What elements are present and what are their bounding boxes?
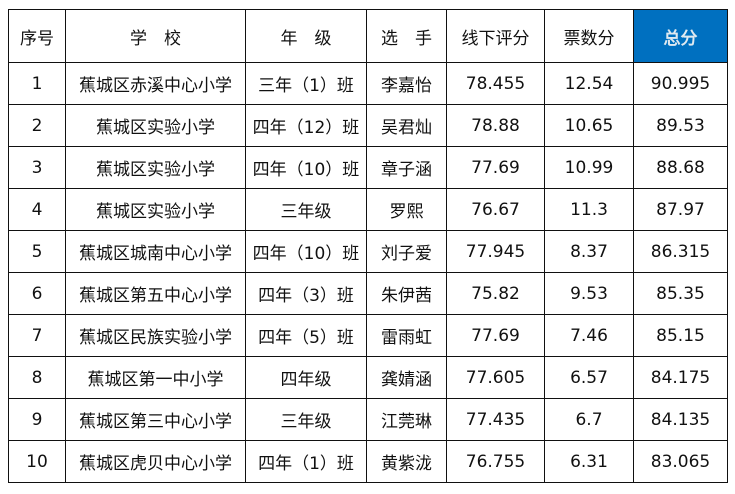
cell-offline-score: 77.945 <box>446 230 545 273</box>
cell-total-score: 85.15 <box>633 314 728 357</box>
cell-total-score: 87.97 <box>633 188 728 231</box>
cell-rank: 10 <box>8 440 66 483</box>
cell-rank: 7 <box>8 314 66 357</box>
table-row: 3 蕉城区实验小学 四年（10）班 章子涵 77.69 10.99 88.68 <box>8 146 728 189</box>
header-contestant: 选 手 <box>366 9 447 63</box>
cell-rank: 6 <box>8 272 66 315</box>
cell-vote-score: 9.53 <box>544 272 634 315</box>
header-grade: 年 级 <box>245 9 367 63</box>
cell-offline-score: 78.88 <box>446 104 545 147</box>
cell-contestant: 江莞琳 <box>366 398 447 441</box>
cell-total-score: 84.135 <box>633 398 728 441</box>
cell-school: 蕉城区第三中心小学 <box>65 398 246 441</box>
cell-grade: 四年（1）班 <box>245 440 367 483</box>
cell-contestant: 罗熙 <box>366 188 447 231</box>
cell-offline-score: 77.605 <box>446 356 545 399</box>
cell-grade: 三年（1）班 <box>245 62 367 105</box>
cell-offline-score: 77.69 <box>446 314 545 357</box>
cell-offline-score: 77.69 <box>446 146 545 189</box>
cell-grade: 三年级 <box>245 188 367 231</box>
cell-contestant: 刘子爱 <box>366 230 447 273</box>
cell-vote-score: 10.65 <box>544 104 634 147</box>
table-row: 1 蕉城区赤溪中心小学 三年（1）班 李嘉怡 78.455 12.54 90.995 <box>8 62 728 105</box>
cell-offline-score: 75.82 <box>446 272 545 315</box>
cell-total-score: 86.315 <box>633 230 728 273</box>
cell-contestant: 龚婧涵 <box>366 356 447 399</box>
cell-school: 蕉城区城南中心小学 <box>65 230 246 273</box>
cell-grade: 四年（12）班 <box>245 104 367 147</box>
cell-contestant: 李嘉怡 <box>366 62 447 105</box>
cell-contestant: 吴君灿 <box>366 104 447 147</box>
cell-rank: 9 <box>8 398 66 441</box>
cell-total-score: 83.065 <box>633 440 728 483</box>
cell-total-score: 89.53 <box>633 104 728 147</box>
cell-rank: 8 <box>8 356 66 399</box>
cell-vote-score: 7.46 <box>544 314 634 357</box>
cell-grade: 四年级 <box>245 356 367 399</box>
table-row: 2 蕉城区实验小学 四年（12）班 吴君灿 78.88 10.65 89.53 <box>8 104 728 147</box>
header-total-score: 总分 <box>633 9 728 63</box>
cell-rank: 2 <box>8 104 66 147</box>
cell-vote-score: 6.31 <box>544 440 634 483</box>
cell-school: 蕉城区实验小学 <box>65 146 246 189</box>
cell-grade: 四年（10）班 <box>245 230 367 273</box>
table-row: 7 蕉城区民族实验小学 四年（5）班 雷雨虹 77.69 7.46 85.15 <box>8 314 728 357</box>
cell-contestant: 雷雨虹 <box>366 314 447 357</box>
table-row: 10 蕉城区虎贝中心小学 四年（1）班 黄紫泷 76.755 6.31 83.065 <box>8 440 728 483</box>
table-row: 5 蕉城区城南中心小学 四年（10）班 刘子爱 77.945 8.37 86.315 <box>8 230 728 273</box>
table-row: 4 蕉城区实验小学 三年级 罗熙 76.67 11.3 87.97 <box>8 188 728 231</box>
cell-school: 蕉城区第一中小学 <box>65 356 246 399</box>
cell-total-score: 85.35 <box>633 272 728 315</box>
cell-total-score: 90.995 <box>633 62 728 105</box>
cell-school: 蕉城区第五中心小学 <box>65 272 246 315</box>
header-vote-score: 票数分 <box>544 9 634 63</box>
cell-rank: 1 <box>8 62 66 105</box>
table-row: 8 蕉城区第一中小学 四年级 龚婧涵 77.605 6.57 84.175 <box>8 356 728 399</box>
cell-vote-score: 10.99 <box>544 146 634 189</box>
header-row: 序号学 校年 级选 手线下评分 票数分 总分 <box>8 9 728 63</box>
cell-rank: 4 <box>8 188 66 231</box>
results-table: 序号学 校年 级选 手线下评分 票数分 总分 1 蕉城区赤溪中心小学 三年（1）班 李嘉怡… <box>8 9 728 483</box>
cell-grade: 四年（10）班 <box>245 146 367 189</box>
cell-rank: 3 <box>8 146 66 189</box>
table-row: 9 蕉城区第三中心小学 三年级 江莞琳 77.435 6.7 84.135 <box>8 398 728 441</box>
header-offline-score: 线下评分 <box>446 9 545 63</box>
cell-offline-score: 77.435 <box>446 398 545 441</box>
cell-total-score: 84.175 <box>633 356 728 399</box>
cell-grade: 三年级 <box>245 398 367 441</box>
cell-grade: 四年（3）班 <box>245 272 367 315</box>
cell-contestant: 朱伊茜 <box>366 272 447 315</box>
cell-vote-score: 6.57 <box>544 356 634 399</box>
cell-total-score: 88.68 <box>633 146 728 189</box>
cell-grade: 四年（5）班 <box>245 314 367 357</box>
cell-school: 蕉城区实验小学 <box>65 104 246 147</box>
cell-offline-score: 76.67 <box>446 188 545 231</box>
cell-school: 蕉城区实验小学 <box>65 188 246 231</box>
header-school: 学 校 <box>65 9 246 63</box>
cell-school: 蕉城区赤溪中心小学 <box>65 62 246 105</box>
cell-vote-score: 11.3 <box>544 188 634 231</box>
cell-vote-score: 12.54 <box>544 62 634 105</box>
cell-school: 蕉城区民族实验小学 <box>65 314 246 357</box>
cell-rank: 5 <box>8 230 66 273</box>
header-rank: 序号 <box>8 9 66 63</box>
cell-offline-score: 76.755 <box>446 440 545 483</box>
cell-contestant: 黄紫泷 <box>366 440 447 483</box>
cell-offline-score: 78.455 <box>446 62 545 105</box>
table-row: 6 蕉城区第五中心小学 四年（3）班 朱伊茜 75.82 9.53 85.35 <box>8 272 728 315</box>
cell-school: 蕉城区虎贝中心小学 <box>65 440 246 483</box>
cell-contestant: 章子涵 <box>366 146 447 189</box>
cell-vote-score: 6.7 <box>544 398 634 441</box>
cell-vote-score: 8.37 <box>544 230 634 273</box>
